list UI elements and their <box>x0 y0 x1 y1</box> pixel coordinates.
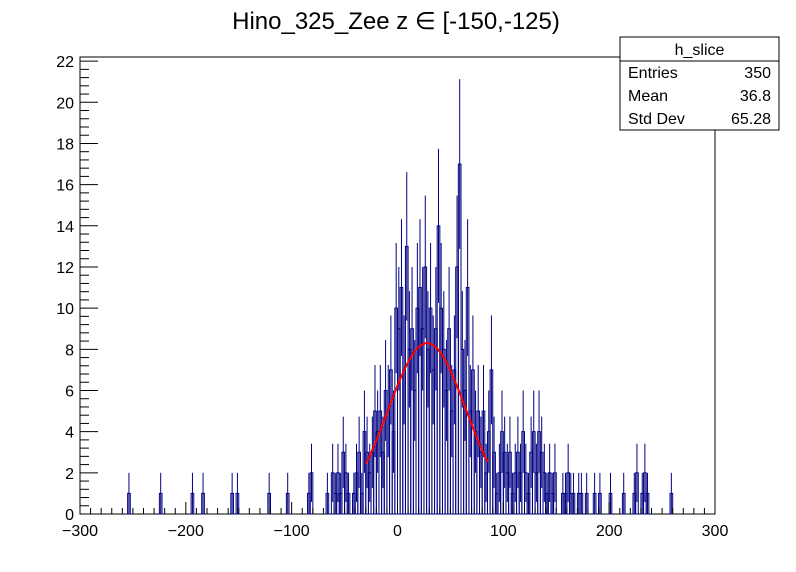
stats-box-title: h_slice <box>675 42 725 59</box>
plot-area: −300 −200 −100 0 100 200 300 0 2 4 6 8 10 12 14 16 18 20 2… <box>56 54 728 540</box>
x-tick-label: 200 <box>596 523 623 540</box>
y-tick-label: 12 <box>56 260 74 277</box>
y-tick-label: 22 <box>56 54 74 71</box>
y-tick-label: 14 <box>56 219 74 236</box>
x-tick-label: −200 <box>168 523 204 540</box>
y-tick-label: 10 <box>56 301 74 318</box>
x-tick-label: 300 <box>702 523 729 540</box>
x-tick-label: 0 <box>393 523 402 540</box>
y-tick-label: 20 <box>56 95 74 112</box>
stats-row-value: 350 <box>744 65 771 82</box>
y-tick-label: 8 <box>65 342 74 359</box>
stats-row-value: 65.28 <box>731 111 771 128</box>
stats-row-label: Mean <box>628 88 668 105</box>
stats-box-frame <box>619 36 780 131</box>
y-tick-label: 2 <box>65 466 74 483</box>
x-tick-label: −100 <box>274 523 310 540</box>
stats-row-value: 36.8 <box>740 88 771 105</box>
y-tick-label: 16 <box>56 178 74 195</box>
y-tick-label: 18 <box>56 136 74 153</box>
chart-title: Hino_325_Zee z ∈ [-150,-125) <box>232 8 560 35</box>
gaussian-fit-curve <box>364 342 489 465</box>
y-tick-label: 4 <box>65 425 74 442</box>
stats-row-label: Std Dev <box>628 111 685 128</box>
y-tick-label: 6 <box>65 383 74 400</box>
stats-row-label: Entries <box>628 65 678 82</box>
x-tick-label: −300 <box>62 523 98 540</box>
stats-box: h_slice Entries 350 Mean 36.8 Std Dev 65.28 <box>619 36 780 131</box>
x-tick-label: 100 <box>490 523 517 540</box>
y-tick-label: 0 <box>65 507 74 524</box>
